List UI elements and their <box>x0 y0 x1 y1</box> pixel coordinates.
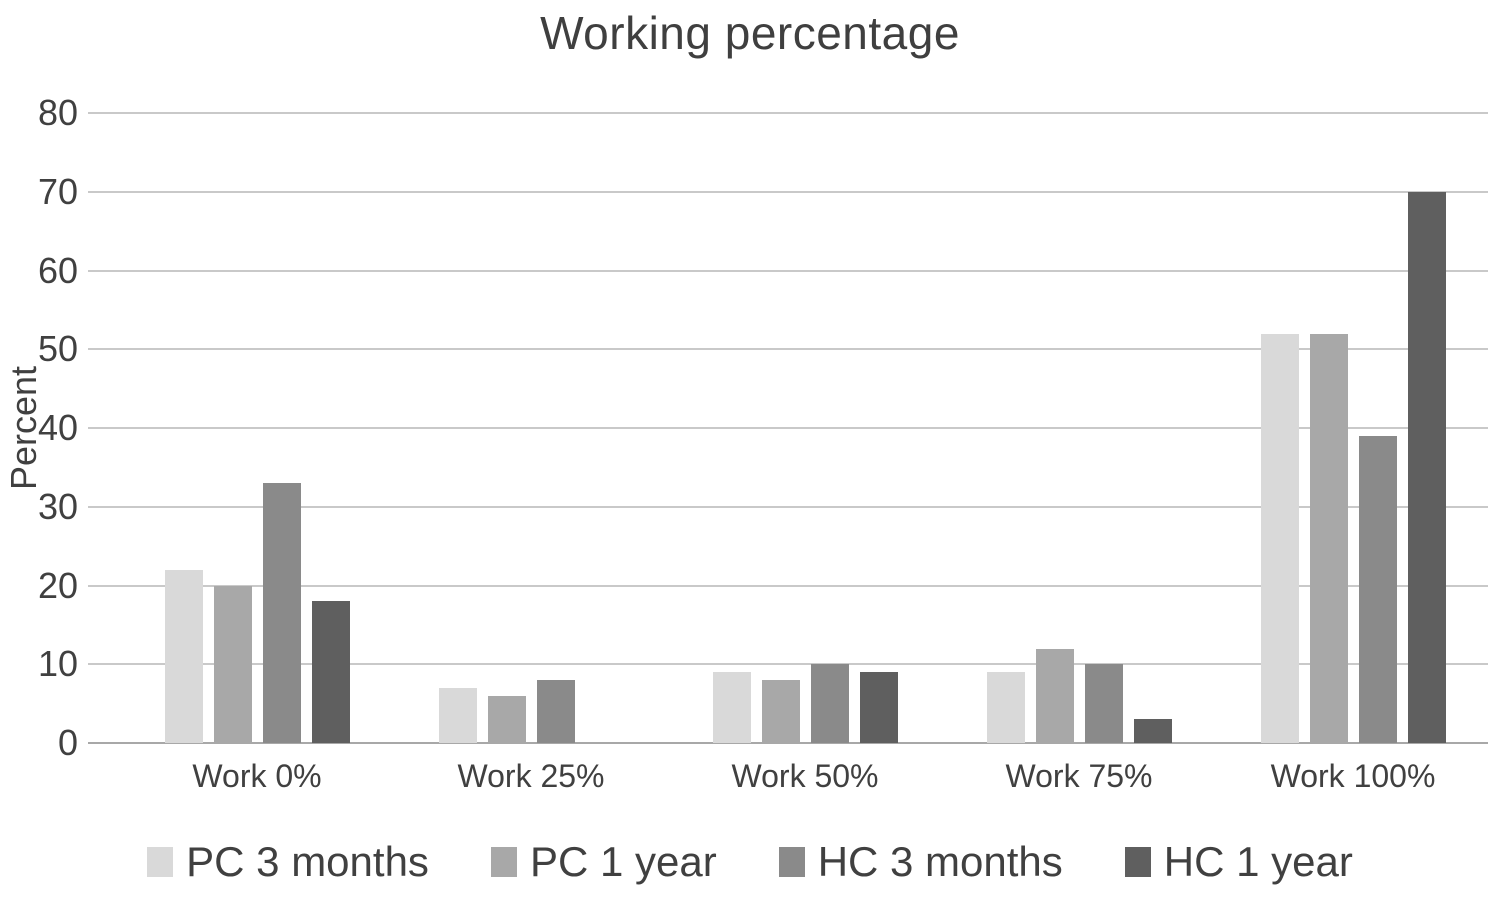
bar-group <box>394 113 668 743</box>
legend-swatch-icon <box>490 847 517 877</box>
bar <box>487 695 526 743</box>
bar <box>213 585 252 743</box>
x-axis-labels: Work 0% Work 25% Work 50% Work 75% Work 100% <box>120 758 1490 795</box>
gridline <box>88 112 1488 114</box>
bar-group <box>1216 113 1490 743</box>
bar <box>536 680 575 743</box>
gridline <box>88 505 1488 508</box>
bar <box>1260 333 1299 743</box>
bar <box>438 687 477 743</box>
bar <box>1133 719 1172 743</box>
gridline <box>88 269 1488 272</box>
y-tick-label: 10 <box>37 643 78 685</box>
x-axis-line <box>88 742 1488 744</box>
bar <box>1084 664 1123 743</box>
gridline <box>88 584 1488 587</box>
bar <box>761 680 800 743</box>
legend-item: PC 1 year <box>490 838 717 886</box>
bar <box>859 672 898 743</box>
x-axis-category-label: Work 75% <box>1005 758 1153 794</box>
legend-item: PC 3 months <box>147 838 429 886</box>
y-tick-label: 0 <box>57 722 78 763</box>
y-tick-label: 40 <box>37 407 78 448</box>
legend-label: PC 1 year <box>529 838 717 885</box>
gridline <box>88 427 1488 429</box>
bar <box>262 483 301 743</box>
gridline <box>88 663 1488 666</box>
plot-area <box>120 113 1490 743</box>
bar <box>810 664 849 743</box>
bar <box>1358 435 1397 743</box>
bar <box>164 569 203 743</box>
bar <box>986 672 1025 743</box>
legend-swatch-icon <box>147 847 174 877</box>
gridlines-layer <box>88 112 1488 744</box>
x-axis-category-label: Work 50% <box>731 758 879 794</box>
legend: PC 3 months PC 1 year HC 3 months HC 1 year <box>0 838 1500 886</box>
legend-item: HC 1 year <box>1124 838 1353 886</box>
bar <box>1035 648 1074 743</box>
legend-item: HC 3 months <box>778 838 1063 886</box>
y-tick-label: 70 <box>37 170 78 212</box>
legend-label: HC 1 year <box>1163 838 1353 885</box>
y-tick-label: 50 <box>37 328 78 370</box>
bar-group <box>668 113 942 743</box>
y-tick-label: 30 <box>37 485 78 527</box>
bar <box>311 601 350 743</box>
legend-label: PC 3 months <box>186 838 429 885</box>
legend-swatch-icon <box>1124 847 1151 877</box>
bar <box>1407 191 1446 743</box>
bar-group <box>120 113 394 743</box>
bar-group <box>942 113 1216 743</box>
chart-title: Working percentage <box>540 7 960 59</box>
x-axis-category-label: Work 100% <box>1270 758 1436 794</box>
y-tick-label: 80 <box>37 92 78 133</box>
legend-swatch-icon <box>778 847 805 877</box>
y-tick-label: 60 <box>37 249 78 291</box>
y-axis-ticks: 80 70 60 50 40 30 20 10 0 <box>0 92 78 763</box>
x-axis-category-label: Work 0% <box>192 758 322 794</box>
gridline <box>88 348 1488 351</box>
gridline <box>88 190 1488 193</box>
legend-label: HC 3 months <box>817 838 1063 885</box>
bar <box>1309 333 1348 743</box>
x-axis-category-label: Work 25% <box>457 758 605 794</box>
bar <box>712 672 751 743</box>
y-tick-label: 20 <box>37 564 78 606</box>
